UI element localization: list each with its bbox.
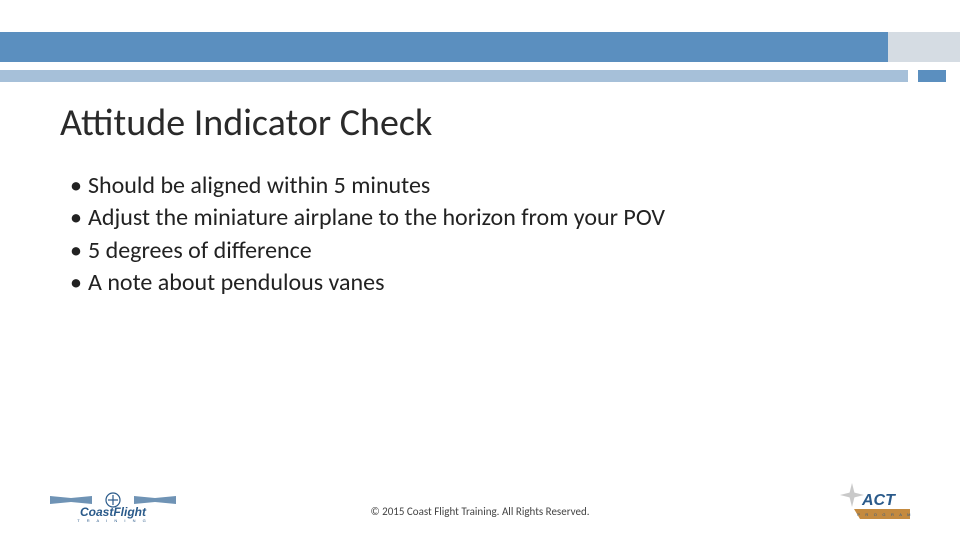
bullet-text: A note about pendulous vanes (88, 267, 384, 299)
bullet-text: 5 degrees of difference (88, 235, 312, 267)
page-title: Attitude Indicator Check (60, 100, 432, 146)
list-item: •Should be aligned within 5 minutes (70, 170, 665, 202)
bullet-text: Adjust the miniature airplane to the hor… (88, 202, 665, 234)
coastflight-logo-sub: T R A I N I N G (77, 518, 148, 522)
header-bar-secondary-accent (918, 70, 946, 82)
header-bar-primary-light (888, 32, 960, 62)
bullet-text: Should be aligned within 5 minutes (88, 170, 430, 202)
list-item: •Adjust the miniature airplane to the ho… (70, 202, 665, 234)
list-item: •5 degrees of difference (70, 235, 665, 267)
coastflight-logo: CoastFlight T R A I N I N G (50, 482, 180, 522)
header-bar-secondary (0, 70, 908, 82)
list-item: •A note about pendulous vanes (70, 267, 665, 299)
coastflight-logo-text: CoastFlight (80, 505, 147, 519)
bullet-list: •Should be aligned within 5 minutes •Adj… (70, 170, 665, 300)
act-logo-sub: P R O G R A M (857, 512, 912, 517)
act-logo: ACT P R O G R A M (832, 481, 922, 526)
act-logo-text: ACT (861, 492, 896, 509)
header-bar-primary (0, 32, 888, 62)
